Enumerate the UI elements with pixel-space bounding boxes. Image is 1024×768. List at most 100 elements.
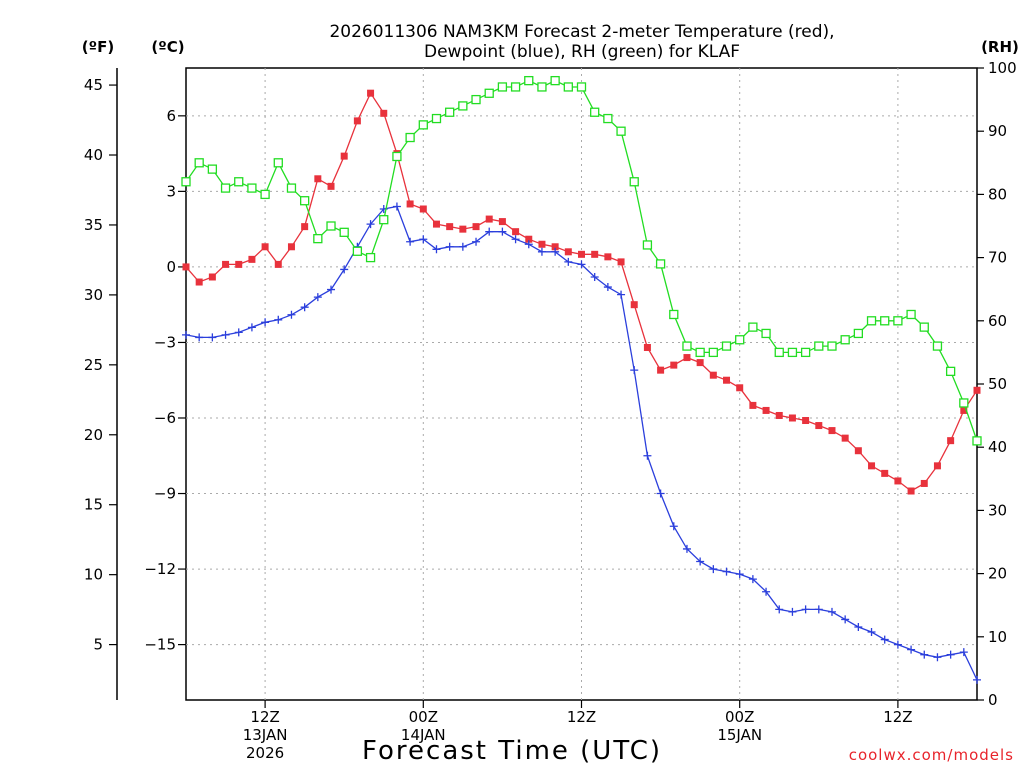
data-point: [313, 293, 322, 302]
data-point: [867, 628, 876, 637]
rh-tick-label: 0: [988, 691, 998, 709]
data-point: [972, 436, 982, 446]
rh-tick-label: 40: [988, 438, 1007, 456]
rh-tick-label: 90: [988, 122, 1007, 140]
time-tick-label: 12Z: [250, 708, 279, 726]
data-point: [432, 245, 441, 254]
fahrenheit-tick-label: 35: [84, 216, 103, 234]
data-point: [406, 200, 414, 208]
data-point: [880, 635, 889, 644]
rh-tick-label: 60: [988, 312, 1007, 330]
data-point: [380, 109, 388, 117]
data-point: [695, 347, 705, 358]
time-tick-label: 12Z: [883, 708, 912, 726]
data-point: [735, 570, 744, 579]
data-point: [367, 89, 375, 97]
data-point: [762, 406, 770, 414]
data-point: [762, 587, 771, 596]
data-point: [406, 237, 415, 246]
data-point: [458, 101, 468, 111]
data-point: [182, 330, 190, 339]
data-point: [802, 417, 810, 425]
data-point: [247, 183, 257, 193]
celsius-axis: 6 3 0 −3 −6 −9 −12 −15: [144, 107, 186, 654]
rh-tick-label: 30: [988, 501, 1007, 519]
data-point: [446, 223, 454, 231]
data-point: [840, 335, 850, 345]
data-point: [669, 522, 678, 531]
data-point: [418, 120, 428, 130]
data-point: [656, 489, 665, 498]
celsius-tick-label: −9: [154, 485, 176, 503]
data-point: [510, 82, 521, 92]
fahrenheit-tick-label: 5: [93, 636, 103, 654]
data-point: [920, 479, 928, 487]
credit-text: coolwx.com/models: [849, 746, 1014, 764]
fahrenheit-tick-label: 25: [84, 356, 103, 374]
data-point: [590, 272, 599, 281]
data-point: [392, 202, 401, 211]
data-point: [973, 386, 981, 394]
rh-unit-label: (RH): [981, 38, 1019, 56]
data-point: [300, 303, 309, 312]
data-point: [564, 248, 572, 256]
data-point: [327, 182, 335, 190]
data-point: [907, 487, 915, 495]
data-point: [287, 243, 295, 251]
data-point: [484, 88, 494, 98]
data-point: [195, 333, 204, 342]
celsius-tick-label: −6: [154, 409, 176, 427]
data-point: [696, 557, 705, 566]
data-point: [617, 258, 625, 266]
data-point: [419, 235, 428, 244]
grid-lines: [186, 68, 977, 700]
data-point: [748, 322, 758, 332]
rh-tick-label: 10: [988, 628, 1007, 646]
data-point: [471, 94, 481, 105]
data-point: [498, 227, 507, 236]
data-point: [893, 316, 903, 326]
data-point: [959, 648, 968, 657]
data-point: [472, 237, 481, 246]
data-point: [299, 196, 310, 206]
data-point: [735, 335, 745, 345]
series-layer: [181, 75, 982, 684]
data-point: [497, 82, 508, 92]
data-point: [721, 341, 732, 351]
data-point: [273, 158, 283, 168]
data-point: [604, 253, 612, 261]
data-point: [827, 341, 837, 351]
data-point: [353, 117, 361, 125]
x-axis-title: Forecast Time (UTC): [362, 736, 662, 766]
data-point: [643, 451, 652, 460]
data-point: [207, 164, 218, 174]
rh-tick-label: 100: [988, 59, 1017, 77]
data-point: [313, 233, 323, 244]
data-point: [866, 316, 877, 326]
data-point: [286, 183, 297, 193]
data-point: [194, 158, 204, 168]
data-point: [761, 328, 771, 339]
data-point: [352, 246, 363, 256]
data-point: [670, 361, 678, 369]
data-point: [841, 434, 849, 442]
data-point: [617, 290, 626, 299]
celsius-tick-label: −15: [144, 636, 176, 654]
data-point: [709, 371, 717, 379]
data-point: [973, 675, 981, 684]
data-point: [590, 107, 600, 117]
data-point: [682, 544, 691, 553]
data-point: [261, 243, 269, 251]
data-point: [669, 309, 679, 320]
data-point: [498, 218, 506, 226]
celsius-tick-label: −12: [144, 560, 176, 578]
data-point: [933, 462, 941, 470]
data-point: [868, 462, 876, 470]
data-point: [853, 328, 863, 339]
data-point: [947, 437, 955, 445]
rh-tick-label: 70: [988, 249, 1007, 267]
data-point: [485, 215, 493, 223]
data-point: [248, 255, 256, 263]
data-point: [181, 177, 191, 187]
